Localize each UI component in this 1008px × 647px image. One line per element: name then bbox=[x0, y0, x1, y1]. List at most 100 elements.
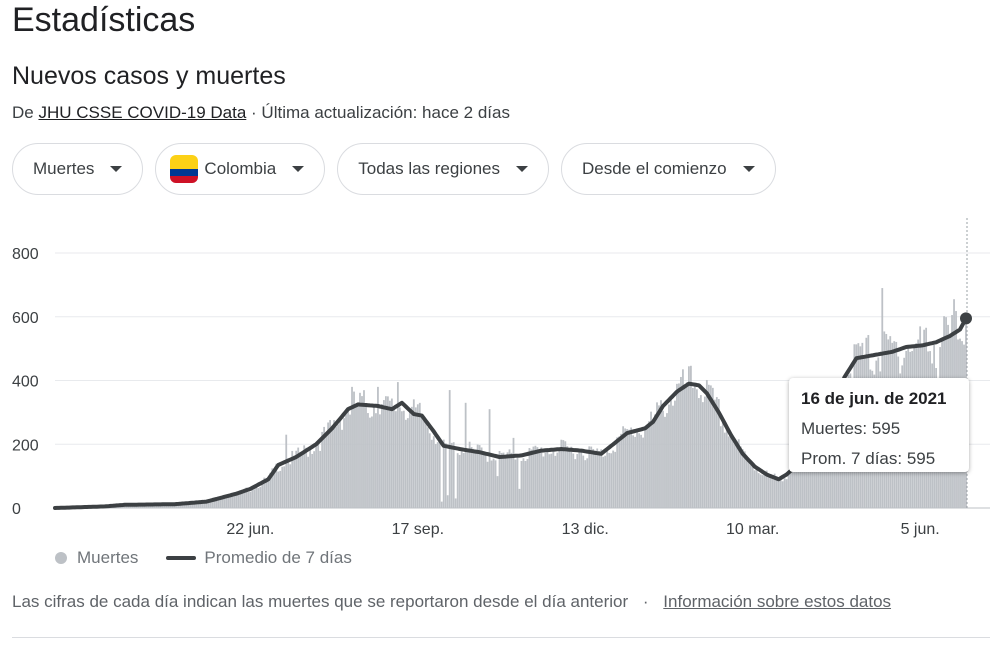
daily-bar bbox=[161, 504, 164, 508]
daily-bar bbox=[363, 390, 365, 508]
daily-bar bbox=[763, 473, 766, 508]
daily-bar bbox=[267, 476, 270, 508]
daily-bar bbox=[273, 469, 276, 508]
legend-deaths-label: Muertes bbox=[77, 548, 139, 567]
daily-bar bbox=[335, 426, 337, 508]
daily-bar bbox=[484, 453, 487, 508]
daily-bar bbox=[584, 460, 587, 508]
daily-bar bbox=[556, 452, 559, 508]
daily-bar bbox=[243, 488, 246, 508]
daily-bar bbox=[757, 473, 760, 508]
metric-dropdown[interactable]: Muertes bbox=[12, 143, 144, 195]
daily-bar bbox=[644, 428, 646, 508]
daily-bar bbox=[779, 479, 782, 508]
daily-bar bbox=[733, 444, 736, 508]
daily-bar bbox=[797, 459, 800, 508]
daily-bar bbox=[187, 503, 190, 508]
daily-bar bbox=[656, 402, 658, 508]
daily-bar bbox=[749, 464, 752, 508]
daily-bar bbox=[452, 442, 455, 508]
daily-bar bbox=[387, 396, 389, 508]
daily-bar bbox=[251, 489, 254, 508]
daily-bar bbox=[705, 379, 708, 508]
daily-bar bbox=[680, 376, 682, 508]
daily-bar bbox=[478, 445, 481, 508]
daily-bar bbox=[466, 451, 469, 508]
daily-bar bbox=[590, 446, 593, 508]
daily-bar bbox=[181, 503, 184, 508]
metric-label: Muertes bbox=[33, 159, 95, 178]
daily-bar bbox=[199, 503, 202, 508]
daily-bar bbox=[512, 437, 515, 508]
daily-bar bbox=[355, 405, 357, 508]
tooltip-deaths: Muertes: 595 bbox=[801, 419, 901, 438]
daily-bar bbox=[676, 383, 678, 508]
data-info-link[interactable]: Información sobre estos datos bbox=[663, 592, 892, 611]
daily-bar bbox=[793, 464, 796, 508]
daily-bar bbox=[817, 447, 820, 508]
daily-bar bbox=[574, 459, 577, 508]
daily-bar bbox=[586, 458, 589, 508]
daily-bar bbox=[383, 400, 385, 508]
daily-bar bbox=[532, 446, 535, 508]
daily-bar bbox=[323, 426, 326, 508]
daily-bar bbox=[610, 453, 613, 508]
daily-bar bbox=[375, 413, 377, 508]
daily-bar bbox=[215, 498, 218, 508]
daily-bar bbox=[486, 461, 489, 508]
x-tick-label: 5 jun. bbox=[901, 521, 940, 538]
country-dropdown[interactable]: Colombia bbox=[155, 143, 326, 195]
daily-bar bbox=[361, 396, 363, 508]
daily-bar bbox=[723, 432, 726, 508]
daily-bar bbox=[654, 414, 656, 508]
daily-bar bbox=[369, 417, 371, 508]
daily-bar bbox=[805, 451, 808, 508]
daily-bar bbox=[333, 420, 335, 508]
daily-bar bbox=[207, 500, 210, 508]
divider bbox=[12, 637, 990, 638]
daily-bar bbox=[327, 422, 329, 508]
daily-bar bbox=[309, 448, 312, 508]
daily-bar bbox=[504, 455, 507, 508]
period-dropdown[interactable]: Desde el comienzo bbox=[561, 143, 776, 195]
note-text: Las cifras de cada día indican las muert… bbox=[12, 592, 629, 611]
daily-bar bbox=[725, 427, 728, 508]
daily-bar bbox=[526, 459, 529, 508]
daily-bar bbox=[373, 407, 375, 508]
daily-bar bbox=[319, 450, 322, 508]
y-tick-label: 0 bbox=[12, 501, 21, 518]
daily-bar bbox=[281, 466, 284, 508]
daily-bar bbox=[470, 447, 473, 508]
x-tick-label: 22 jun. bbox=[226, 521, 274, 538]
daily-bar bbox=[201, 502, 204, 508]
daily-bar bbox=[530, 449, 533, 508]
daily-bar bbox=[394, 411, 397, 508]
daily-bar bbox=[560, 439, 563, 508]
daily-bar bbox=[285, 434, 288, 508]
daily-bar bbox=[715, 397, 718, 508]
daily-bar bbox=[783, 478, 786, 508]
daily-bar bbox=[293, 455, 296, 508]
daily-bar bbox=[697, 398, 700, 508]
daily-bar bbox=[699, 395, 702, 508]
daily-bar bbox=[213, 498, 216, 508]
daily-bar bbox=[426, 427, 429, 508]
daily-bar bbox=[185, 502, 188, 508]
region-dropdown[interactable]: Todas las regiones bbox=[337, 143, 549, 195]
daily-bar bbox=[658, 405, 660, 508]
daily-bar bbox=[203, 501, 206, 508]
source-link[interactable]: JHU CSSE COVID-19 Data bbox=[38, 103, 247, 122]
daily-bar bbox=[636, 431, 638, 508]
daily-bar bbox=[695, 389, 698, 508]
daily-bar bbox=[634, 436, 636, 508]
daily-bar bbox=[385, 396, 387, 508]
daily-bar bbox=[271, 468, 274, 508]
daily-bar bbox=[460, 450, 463, 508]
daily-bar bbox=[474, 449, 477, 508]
daily-bar bbox=[815, 454, 818, 508]
daily-bar bbox=[488, 409, 491, 508]
daily-bar bbox=[520, 460, 523, 508]
daily-bar bbox=[195, 502, 198, 508]
daily-bar bbox=[640, 434, 642, 508]
filter-bar: Muertes Colombia Todas las regiones Desd… bbox=[12, 143, 776, 197]
